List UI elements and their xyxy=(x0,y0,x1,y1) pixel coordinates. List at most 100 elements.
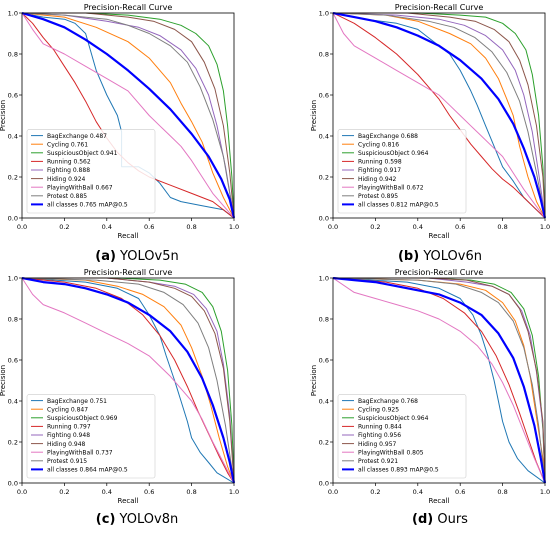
x-tick-label: 0.8 xyxy=(186,223,196,231)
y-axis-label: Precision xyxy=(310,365,318,396)
legend-entry: Fighting 0.956 xyxy=(358,432,401,439)
series-line-0 xyxy=(22,277,235,483)
legend-entry: PlayingWithBall 0.737 xyxy=(47,449,113,456)
y-tick-label: 0.2 xyxy=(319,173,329,181)
y-tick-label: 0.2 xyxy=(319,438,329,446)
series-line-8 xyxy=(22,12,235,218)
legend-entry: Protest 0.915 xyxy=(47,458,87,465)
axes-frame xyxy=(332,277,546,484)
legend-entry: Running 0.598 xyxy=(358,159,402,166)
series-line-7 xyxy=(22,277,235,483)
panel-caption: (b) YOLOv6n xyxy=(398,249,482,264)
x-axis-label: Recall xyxy=(118,497,139,505)
y-tick-label: 0.6 xyxy=(319,356,329,364)
y-tick-label: 1.0 xyxy=(319,274,329,282)
y-tick-label: 0.2 xyxy=(8,438,18,446)
x-axis-label: Recall xyxy=(118,232,139,240)
x-tick-label: 0.0 xyxy=(328,223,338,231)
series-line-5 xyxy=(22,277,235,483)
y-axis-label: Precision xyxy=(0,365,7,396)
series-line-6 xyxy=(22,277,235,483)
series-line-7 xyxy=(333,12,546,218)
x-tick-label: 0.6 xyxy=(144,488,154,496)
series-line-2 xyxy=(22,277,235,483)
y-tick-label: 0.0 xyxy=(8,479,18,487)
x-tick-label: 0.0 xyxy=(328,488,338,496)
axes-frame xyxy=(21,277,235,484)
panel-d: Precision-Recall Curve 0.0 0.2 0.4 0.6 0.8 1.0… xyxy=(310,268,550,527)
series-line-1 xyxy=(333,12,546,218)
series-line-6 xyxy=(333,277,546,483)
panel-caption: (c) YOLOv8n xyxy=(96,512,178,527)
caption-label: (b) xyxy=(398,249,419,264)
series-line-7 xyxy=(333,277,546,483)
y-tick-label: 0.6 xyxy=(319,91,329,99)
x-tick-label: 0.8 xyxy=(497,223,507,231)
x-axis-label: Recall xyxy=(429,232,450,240)
caption-label: (c) xyxy=(96,512,116,527)
series-line-0 xyxy=(333,277,546,483)
panel-a: Precision-Recall Curve 0.0 0.2 0.4 0.6 0.8 1.0… xyxy=(0,3,239,264)
series-group xyxy=(333,277,546,483)
chart-title: Precision-Recall Curve xyxy=(395,268,484,277)
series-group xyxy=(22,277,235,483)
legend-entry: Hiding 0.942 xyxy=(358,176,397,183)
x-tick-label: 0.4 xyxy=(102,223,112,231)
y-axis-label: Precision xyxy=(310,100,318,131)
series-line-2 xyxy=(22,12,235,218)
series-line-1 xyxy=(22,277,235,483)
x-tick-label: 0.6 xyxy=(144,223,154,231)
x-tick-label: 0.8 xyxy=(497,488,507,496)
y-axis-label: Precision xyxy=(0,100,7,131)
x-tick-label: 0.6 xyxy=(455,223,465,231)
series-line-4 xyxy=(22,12,235,218)
x-tick-label: 0.2 xyxy=(370,488,380,496)
legend-entry: Running 0.797 xyxy=(47,424,91,431)
x-tick-label: 0.8 xyxy=(186,488,196,496)
x-tick-label: 0.2 xyxy=(59,488,69,496)
legend-entry: Protest 0.885 xyxy=(47,193,87,200)
legend-entry: all classes 0.893 mAP@0.5 xyxy=(358,467,439,474)
panel-caption: (d) Ours xyxy=(412,512,468,527)
series-line-5 xyxy=(333,12,546,218)
series-line-0 xyxy=(333,12,546,218)
legend-entry: Protest 0.895 xyxy=(358,193,398,200)
series-line-5 xyxy=(333,277,546,483)
y-tick-label: 0.8 xyxy=(8,315,18,323)
legend-box xyxy=(337,129,467,214)
panel-caption: (a) YOLOv5n xyxy=(95,249,178,264)
x-tick-label: 0.2 xyxy=(370,223,380,231)
x-tick-label: 1.0 xyxy=(540,223,550,231)
legend-entry: Hiding 0.957 xyxy=(358,441,397,448)
legend-entry: all classes 0.765 mAP@0.5 xyxy=(47,202,128,209)
y-tick-label: 0.6 xyxy=(8,91,18,99)
legend-entry: Fighting 0.917 xyxy=(358,167,401,174)
caption-text: YOLOv6n xyxy=(419,249,482,264)
legend-entry: PlayingWithBall 0.667 xyxy=(47,184,113,191)
x-tick-label: 0.6 xyxy=(455,488,465,496)
legend-entry: Fighting 0.948 xyxy=(47,432,90,439)
legend-entry: Fighting 0.888 xyxy=(47,167,90,174)
panel-b: Precision-Recall Curve 0.0 0.2 0.4 0.6 0.8 1.0… xyxy=(310,3,550,264)
y-tick-label: 1.0 xyxy=(8,274,18,282)
caption-text: Ours xyxy=(433,512,468,527)
series-line-3 xyxy=(333,277,546,483)
x-tick-label: 0.4 xyxy=(413,223,423,231)
series-line-5 xyxy=(22,12,235,218)
legend-entry: Cycling 0.925 xyxy=(358,406,399,413)
series-line-7 xyxy=(22,12,235,218)
legend-entry: Running 0.844 xyxy=(358,424,402,431)
y-tick-label: 1.0 xyxy=(319,9,329,17)
x-tick-label: 1.0 xyxy=(540,488,550,496)
legend-entry: SuspiciousObject 0.969 xyxy=(47,415,118,422)
y-tick-label: 0.4 xyxy=(319,397,329,405)
legend-entry: Running 0.562 xyxy=(47,159,91,166)
x-tick-label: 0.0 xyxy=(17,488,27,496)
y-tick-label: 0.8 xyxy=(319,315,329,323)
legend-entry: PlayingWithBall 0.805 xyxy=(358,449,424,456)
legend-box xyxy=(26,394,156,479)
axes-frame xyxy=(332,12,546,219)
